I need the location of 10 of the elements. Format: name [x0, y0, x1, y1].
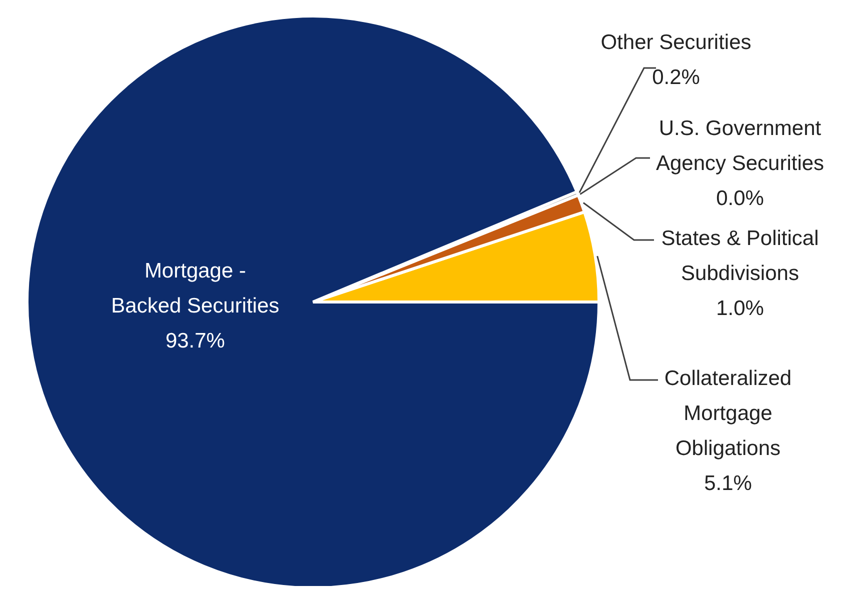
- slice-label: Other Securities: [600, 31, 752, 54]
- slice-label: Collateralized Mortgage Obligations: [664, 367, 792, 460]
- data-label: 0.2%: [652, 66, 700, 89]
- text: 0.0%: [716, 187, 764, 210]
- data-label: 93.7%: [165, 330, 225, 353]
- slice-label: Mortgage - Backed Securities: [111, 260, 280, 318]
- category-label: U.S. Government Agency Securities: [656, 117, 824, 175]
- data-label: 5.1%: [704, 472, 752, 495]
- slice-label: States & Political Subdivisions: [661, 227, 819, 285]
- data-label: 1.0%: [716, 297, 764, 320]
